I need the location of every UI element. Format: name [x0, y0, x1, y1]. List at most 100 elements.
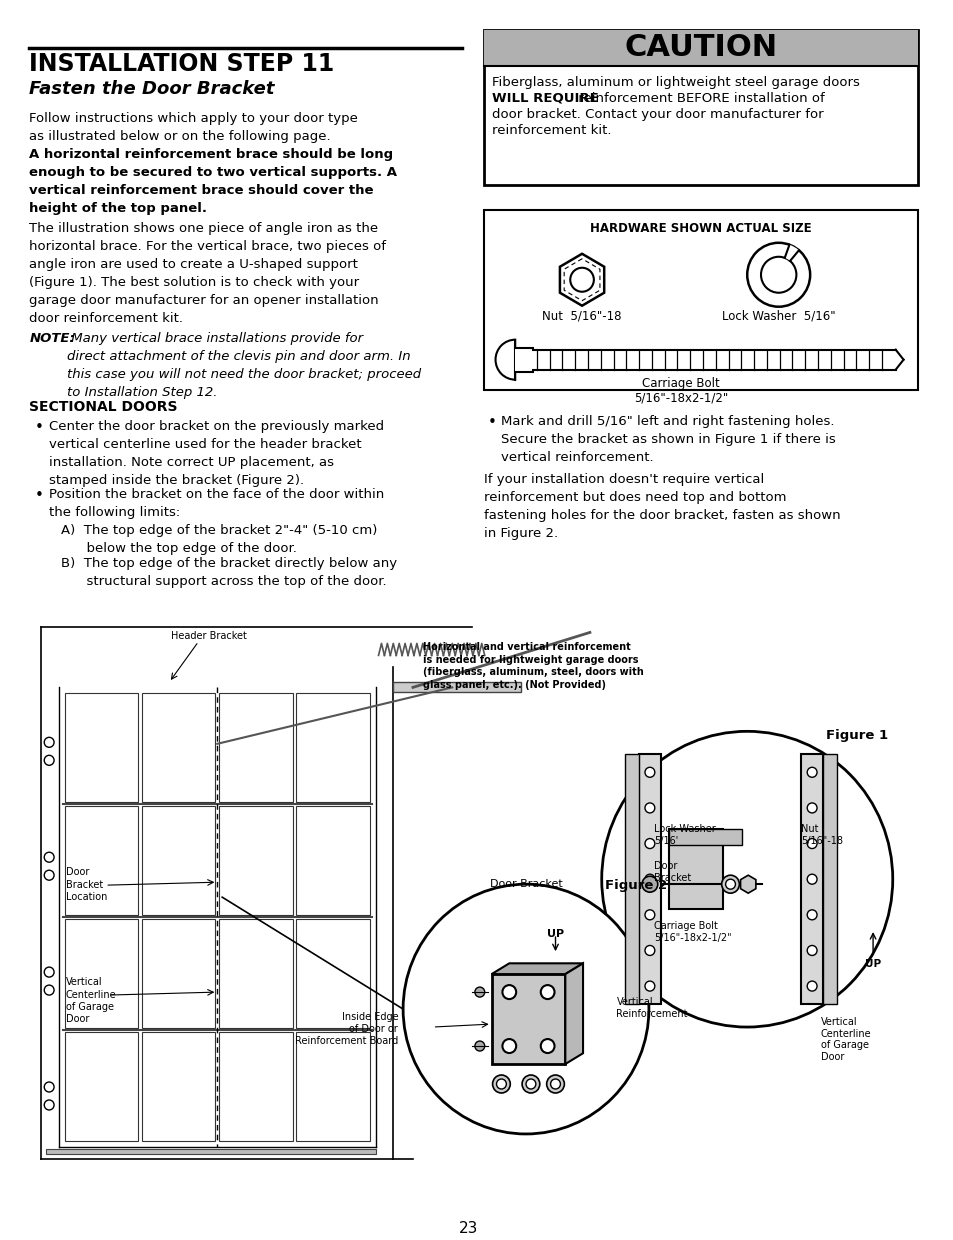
Circle shape — [644, 910, 654, 920]
Text: If your installation doesn't require vertical
reinforcement but does need top an: If your installation doesn't require ver… — [483, 472, 840, 539]
Circle shape — [525, 1079, 536, 1089]
Polygon shape — [565, 963, 582, 1064]
Circle shape — [475, 987, 484, 997]
Circle shape — [44, 985, 54, 994]
Bar — [65, 806, 138, 915]
Circle shape — [403, 884, 648, 1133]
Text: •: • — [34, 419, 43, 434]
Text: The illustration shows one piece of angle iron as the
horizontal brace. For the : The illustration shows one piece of angl… — [30, 222, 386, 325]
Text: A)  The top edge of the bracket 2"-4" (5-10 cm)
      below the top edge of the : A) The top edge of the bracket 2"-4" (5-… — [61, 523, 377, 554]
Bar — [483, 30, 918, 185]
Text: SECTIONAL DOORS: SECTIONAL DOORS — [30, 399, 178, 414]
Circle shape — [44, 1083, 54, 1092]
Text: Door
Bracket
Location: Door Bracket Location — [66, 867, 107, 901]
Bar — [65, 693, 138, 802]
Circle shape — [475, 1042, 484, 1052]
Text: A horizontal reinforcement brace should be long
enough to be secured to two vert: A horizontal reinforcement brace should … — [30, 148, 397, 215]
Bar — [624, 754, 639, 1004]
Text: INSTALLATION STEP 11: INSTALLATION STEP 11 — [30, 52, 335, 76]
Circle shape — [725, 879, 735, 889]
Circle shape — [644, 945, 654, 956]
Circle shape — [44, 738, 54, 748]
Bar — [28, 618, 909, 1184]
Circle shape — [806, 981, 816, 991]
Text: Mark and drill 5/16" left and right fastening holes.
Secure the bracket as shown: Mark and drill 5/16" left and right fast… — [501, 414, 836, 464]
Bar — [668, 830, 741, 846]
Circle shape — [502, 985, 516, 999]
Bar — [46, 1149, 375, 1154]
Bar — [142, 693, 215, 802]
Circle shape — [806, 874, 816, 884]
Bar — [296, 806, 370, 915]
Circle shape — [806, 910, 816, 920]
Polygon shape — [491, 963, 582, 975]
Circle shape — [806, 838, 816, 848]
Text: 23: 23 — [458, 1221, 478, 1236]
Bar — [668, 830, 721, 909]
Text: door bracket. Contact your door manufacturer for: door bracket. Contact your door manufact… — [491, 108, 822, 122]
Circle shape — [540, 985, 554, 999]
Circle shape — [44, 967, 54, 977]
Text: Lock Washer  5/16": Lock Washer 5/16" — [721, 310, 835, 322]
Circle shape — [644, 838, 654, 848]
Circle shape — [44, 852, 54, 862]
Bar — [822, 754, 836, 1004]
Text: Carriage Bolt
5/16"-18x2-1/2": Carriage Bolt 5/16"-18x2-1/2" — [653, 921, 731, 942]
Polygon shape — [740, 875, 755, 893]
Bar — [296, 1032, 370, 1141]
Text: Figure 2: Figure 2 — [604, 879, 666, 893]
Text: •: • — [34, 487, 43, 502]
Bar — [483, 30, 918, 66]
Circle shape — [496, 1079, 506, 1089]
Bar — [483, 210, 918, 389]
Text: Figure 1: Figure 1 — [825, 729, 887, 743]
Circle shape — [601, 732, 892, 1027]
Bar — [296, 693, 370, 802]
Circle shape — [644, 874, 654, 884]
Bar — [219, 1032, 293, 1141]
Bar — [142, 919, 215, 1028]
Bar — [142, 806, 215, 915]
Circle shape — [760, 257, 796, 293]
Circle shape — [806, 804, 816, 813]
Text: Vertical
Centerline
of Garage
Door: Vertical Centerline of Garage Door — [821, 1017, 871, 1061]
Circle shape — [521, 1075, 539, 1092]
Circle shape — [644, 981, 654, 991]
Text: WILL REQUIRE: WILL REQUIRE — [491, 92, 598, 105]
Circle shape — [546, 1075, 564, 1092]
Text: Nut  5/16"-18: Nut 5/16"-18 — [541, 310, 621, 322]
Text: Follow instructions which apply to your door type
as illustrated below or on the: Follow instructions which apply to your … — [30, 112, 358, 143]
Bar — [393, 682, 520, 692]
Circle shape — [746, 243, 809, 306]
Circle shape — [641, 877, 657, 892]
Text: Lock Washer
5/16': Lock Washer 5/16' — [653, 825, 715, 846]
Text: UP: UP — [864, 959, 881, 970]
Text: Inside Edge
of Door or
Reinforcement Board: Inside Edge of Door or Reinforcement Boa… — [294, 1012, 397, 1045]
Bar — [65, 1032, 138, 1141]
Text: Horizontal and vertical reinforcement
is needed for lightweight garage doors
(fi: Horizontal and vertical reinforcement is… — [422, 642, 643, 689]
Text: reinforcement BEFORE installation of: reinforcement BEFORE installation of — [574, 92, 824, 105]
Circle shape — [644, 768, 654, 777]
Bar — [491, 975, 565, 1064]
Text: Door
Bracket: Door Bracket — [653, 862, 690, 883]
Text: Nut
5/16"-18: Nut 5/16"-18 — [801, 825, 842, 846]
Circle shape — [570, 268, 593, 291]
Text: Vertical
Reinforcement: Vertical Reinforcement — [616, 997, 687, 1019]
Bar — [219, 693, 293, 802]
Wedge shape — [495, 340, 515, 379]
Circle shape — [550, 1079, 559, 1089]
Bar — [515, 347, 533, 372]
Circle shape — [502, 1039, 516, 1053]
Bar — [219, 919, 293, 1028]
Circle shape — [806, 768, 816, 777]
Text: Many vertical brace installations provide for
direct attachment of the clevis pi: Many vertical brace installations provid… — [67, 331, 420, 399]
Text: Fasten the Door Bracket: Fasten the Door Bracket — [30, 79, 274, 98]
Text: •: • — [487, 414, 496, 429]
Wedge shape — [784, 244, 798, 260]
Bar — [219, 806, 293, 915]
Circle shape — [44, 755, 54, 765]
Bar — [65, 919, 138, 1028]
Text: B)  The top edge of the bracket directly below any
      structural support acro: B) The top edge of the bracket directly … — [61, 558, 396, 589]
Text: CAUTION: CAUTION — [624, 33, 777, 62]
Text: NOTE:: NOTE: — [30, 331, 75, 345]
